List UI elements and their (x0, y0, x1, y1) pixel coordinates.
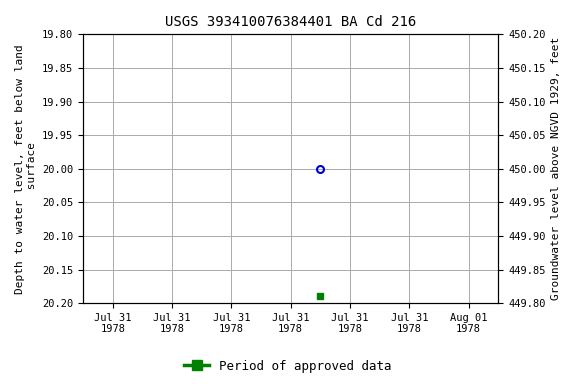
Y-axis label: Groundwater level above NGVD 1929, feet: Groundwater level above NGVD 1929, feet (551, 37, 561, 300)
Title: USGS 393410076384401 BA Cd 216: USGS 393410076384401 BA Cd 216 (165, 15, 416, 29)
Y-axis label: Depth to water level, feet below land
 surface: Depth to water level, feet below land su… (15, 44, 37, 294)
Legend: Period of approved data: Period of approved data (179, 355, 397, 378)
